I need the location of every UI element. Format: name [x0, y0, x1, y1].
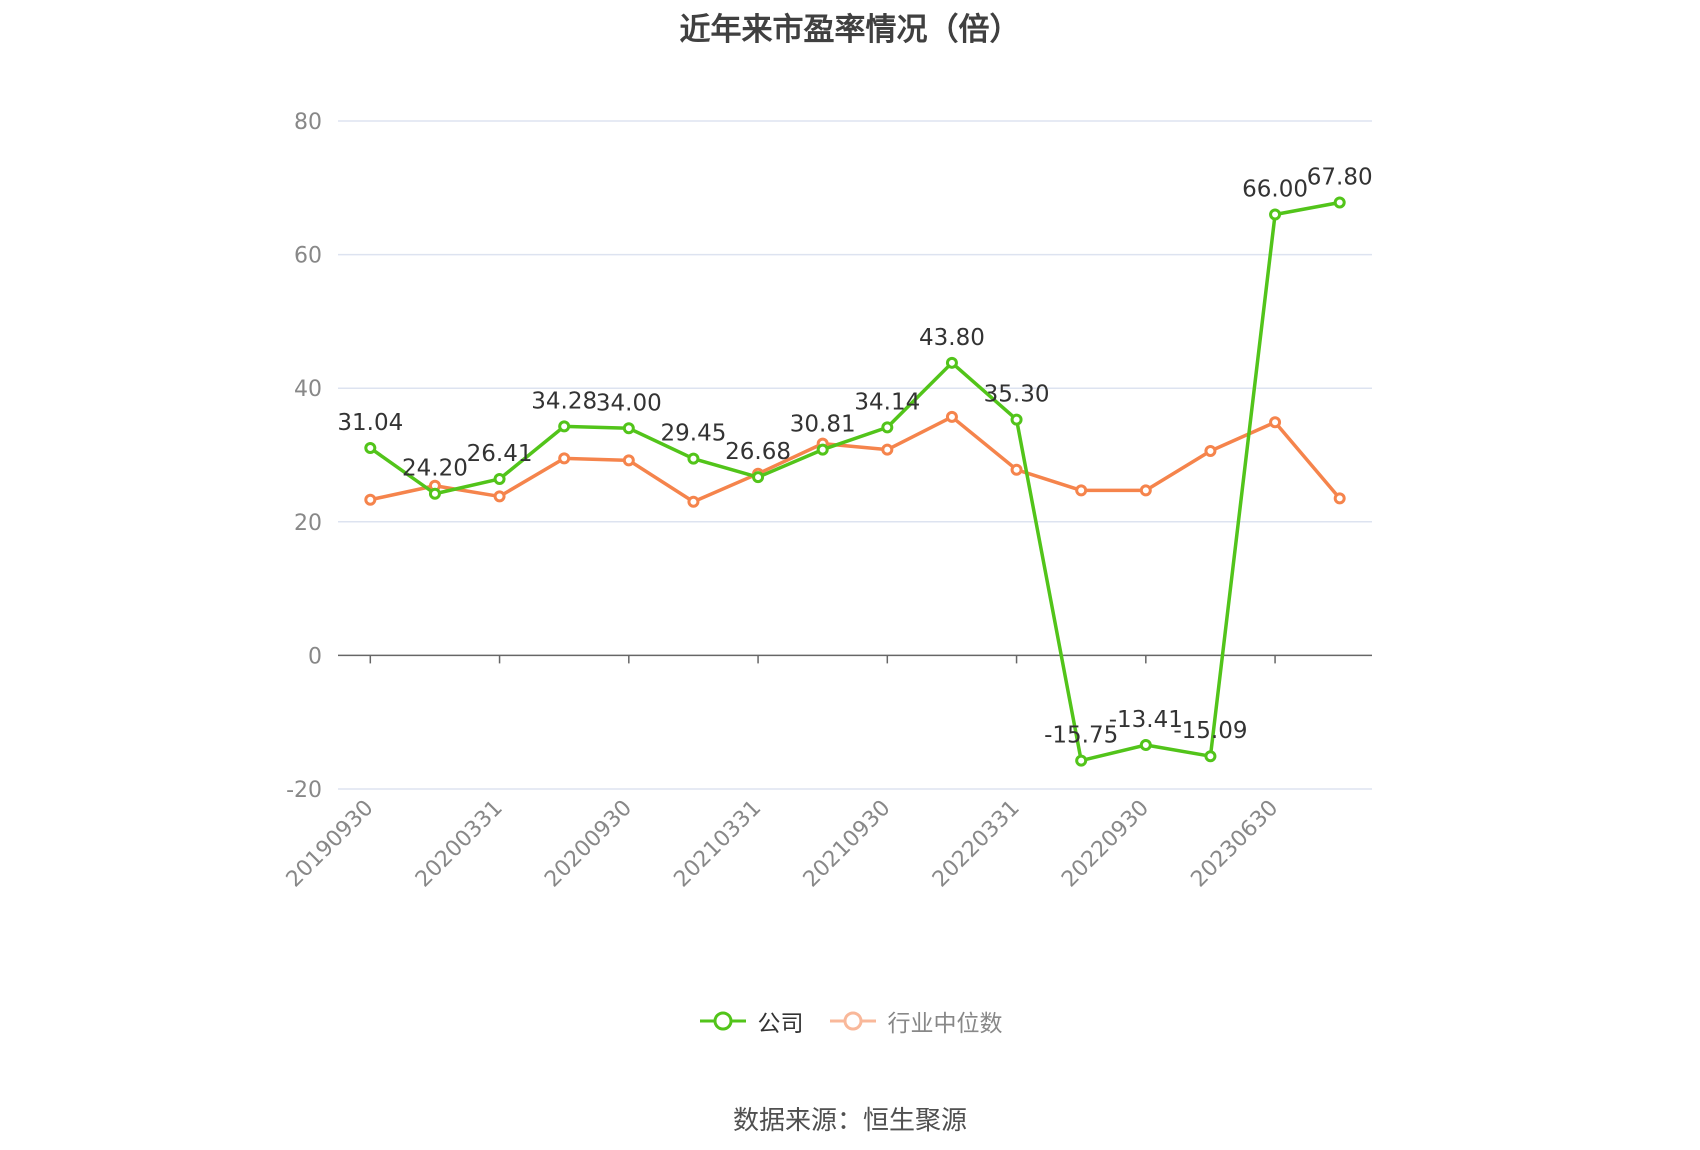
- point-series-0: [1333, 196, 1346, 209]
- legend-label-industry: 行业中位数: [887, 1011, 1003, 1037]
- point-series-0: [1139, 738, 1152, 751]
- x-tick-label: 20210930: [799, 796, 896, 893]
- chart-title: 近年来市盈率情况（倍）: [679, 12, 1021, 48]
- data-label: 29.45: [661, 421, 727, 447]
- point-series-1: [687, 495, 700, 508]
- point-series-0: [1269, 208, 1282, 221]
- data-label: 34.14: [854, 389, 920, 415]
- y-tick-label: 40: [294, 377, 322, 402]
- series-line-1: [369, 415, 1342, 504]
- grid-lines: [338, 120, 1372, 790]
- legend-industry-marker: [829, 1011, 876, 1031]
- point-series-1: [1204, 444, 1217, 457]
- y-tick-label: -20: [286, 778, 322, 803]
- point-series-0: [428, 487, 441, 500]
- legend-item-industry[interactable]: 行业中位数: [828, 1004, 1003, 1038]
- point-series-1: [493, 490, 506, 503]
- point-series-0: [558, 420, 571, 433]
- y-tick-label: 60: [294, 244, 322, 269]
- y-axis-ticks: -20 0 20 40 60 80: [286, 110, 322, 803]
- point-series-1: [945, 410, 958, 423]
- x-tick-label: 20200930: [540, 796, 637, 893]
- x-tick-label: 20220930: [1057, 796, 1154, 893]
- point-series-1: [558, 452, 571, 465]
- y-tick-label: 20: [294, 511, 322, 536]
- legend-company-circle: [713, 1011, 732, 1031]
- legend-item-company[interactable]: 公司: [698, 1004, 804, 1038]
- x-axis: 20190930 20200331 20200930 20210331 20210930…: [282, 654, 1372, 893]
- data-label: 30.81: [790, 412, 856, 438]
- y-tick-label: 80: [294, 110, 322, 135]
- x-tick-label: 20200331: [411, 796, 508, 893]
- point-series-0: [364, 442, 377, 455]
- point-series-1: [1010, 463, 1023, 476]
- point-series-1: [1075, 484, 1088, 497]
- y-tick-label: 0: [308, 644, 322, 669]
- data-label: -15.09: [1173, 718, 1247, 744]
- data-label: -15.75: [1044, 723, 1118, 749]
- legend-label-company: 公司: [757, 1011, 804, 1037]
- point-series-0: [1010, 413, 1023, 426]
- point-series-0: [1204, 750, 1217, 763]
- source-note: 数据来源：恒生聚源: [732, 1106, 967, 1136]
- point-series-0: [687, 452, 700, 465]
- legend: 公司 行业中位数: [0, 1004, 1700, 1038]
- point-series-0: [881, 421, 894, 434]
- point-series-0: [622, 422, 635, 435]
- data-label: 43.80: [919, 325, 985, 351]
- point-series-1: [1333, 492, 1346, 505]
- point-series-1: [881, 443, 894, 456]
- data-label: 31.04: [337, 410, 403, 436]
- data-label: -13.41: [1109, 707, 1183, 733]
- point-series-1: [1269, 416, 1282, 429]
- point-series-0: [1075, 754, 1088, 767]
- line-chart: -20 0 20 40 60 80 20190930 20200331 20200930 202…: [282, 110, 1373, 893]
- data-label: 34.28: [531, 388, 597, 414]
- x-tick-label: 20220331: [928, 796, 1025, 893]
- point-series-1: [622, 454, 635, 467]
- series-layer: [364, 196, 1346, 767]
- legend-industry-circle: [843, 1011, 862, 1031]
- legend-company-marker: [699, 1011, 746, 1031]
- point-series-0: [752, 471, 765, 484]
- x-tick-label: 20230630: [1186, 796, 1283, 893]
- data-label: 26.68: [725, 439, 791, 465]
- series-line-0: [369, 200, 1341, 763]
- point-series-0: [816, 443, 829, 456]
- data-label: 26.41: [467, 441, 533, 467]
- x-tick-label: 20190930: [282, 796, 379, 893]
- point-series-1: [364, 493, 377, 506]
- data-label: 34.00: [596, 390, 662, 416]
- point-series-0: [945, 356, 958, 369]
- data-label: 66.00: [1242, 177, 1308, 203]
- x-tick-label: 20210331: [669, 796, 766, 893]
- point-series-0: [493, 472, 506, 485]
- data-label: 24.20: [402, 456, 468, 482]
- data-label: 67.80: [1307, 164, 1373, 190]
- data-label: 35.30: [984, 382, 1050, 408]
- point-series-1: [1139, 484, 1152, 497]
